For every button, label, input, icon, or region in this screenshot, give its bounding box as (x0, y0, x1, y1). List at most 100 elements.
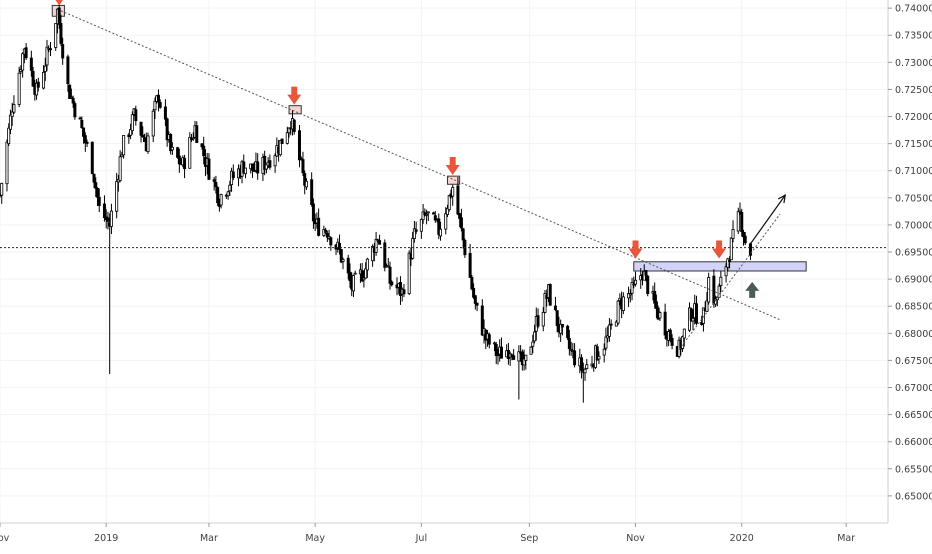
candle-body (494, 344, 498, 357)
candle (115, 172, 119, 219)
candle (10, 102, 14, 127)
candle-body (304, 180, 308, 188)
candle (163, 99, 167, 127)
candle-body (522, 358, 526, 366)
candle (468, 243, 472, 278)
candle (188, 132, 192, 169)
candle-body (567, 338, 571, 349)
candle-body (73, 103, 77, 118)
candle-body (120, 154, 124, 158)
y-tick-label: 0.71000 (895, 166, 932, 177)
candle (216, 186, 220, 206)
candle (609, 319, 613, 330)
candle-body (606, 335, 610, 339)
candle-body (371, 245, 375, 262)
candle-body (728, 260, 732, 262)
candle-body (553, 305, 557, 311)
candle (102, 195, 106, 222)
candle-body (566, 325, 570, 339)
candle (499, 337, 503, 359)
candle-body (642, 270, 646, 281)
candle-body (743, 235, 747, 244)
candle-body (682, 328, 686, 339)
candle (439, 221, 443, 241)
candle-body (256, 161, 260, 174)
candle (21, 52, 25, 78)
candle (120, 151, 124, 158)
candle (311, 198, 315, 229)
highlight-zone (446, 175, 461, 185)
candle (614, 320, 618, 327)
candle-body (520, 351, 524, 366)
candle (244, 167, 248, 179)
candle (616, 300, 620, 326)
candle (348, 263, 352, 288)
candle-body (402, 289, 406, 295)
candle (668, 328, 672, 343)
candle-body (54, 23, 58, 48)
candle-body (219, 194, 223, 206)
candle-body (7, 127, 11, 145)
candle-body (8, 114, 12, 130)
candle-body (663, 311, 667, 336)
candle-body (346, 257, 350, 274)
candle-body (285, 132, 289, 144)
candle-body (134, 109, 138, 122)
candle-body (156, 94, 160, 103)
candle (364, 262, 368, 279)
candle-body (585, 364, 589, 369)
candle (595, 343, 599, 361)
candle-body (191, 137, 195, 140)
candle-body (78, 117, 82, 120)
candle-body (447, 195, 451, 210)
candle (644, 270, 648, 282)
candle (522, 349, 526, 371)
candle (338, 234, 342, 255)
candle-body (59, 22, 63, 44)
candle (83, 132, 87, 152)
candle (691, 309, 695, 331)
candle-body (694, 303, 698, 324)
candle (317, 208, 321, 237)
candle-body (97, 196, 101, 206)
candle (156, 89, 160, 112)
candle-body (353, 272, 357, 275)
candle-body (57, 7, 61, 25)
candle (231, 164, 235, 181)
candle (583, 367, 587, 381)
candle-body (719, 276, 723, 286)
candle-body (338, 243, 342, 250)
candle-body (226, 191, 230, 197)
candle (731, 220, 735, 243)
candle (390, 280, 394, 287)
candle (569, 341, 573, 356)
candle (658, 311, 662, 321)
highlight-zone (288, 105, 302, 115)
candle-body (724, 266, 728, 277)
candle-body (82, 127, 86, 137)
candle (458, 212, 462, 228)
y-tick-label: 0.66000 (895, 437, 932, 448)
candle (536, 308, 540, 329)
candle (339, 248, 343, 264)
y-tick-label: 0.68500 (895, 302, 932, 313)
candle-body (169, 133, 173, 152)
candle-body (614, 321, 618, 327)
candle (324, 227, 328, 234)
candle-body (444, 213, 448, 230)
x-tick-label: Nov (626, 533, 645, 544)
candle (360, 262, 364, 283)
y-tick-label: 0.69500 (895, 248, 932, 259)
candle-body (689, 308, 693, 321)
candle (43, 57, 47, 81)
candle (59, 14, 63, 47)
candle (602, 343, 606, 363)
candle (472, 283, 476, 300)
candle-body (414, 229, 418, 232)
candle (362, 270, 366, 288)
candle (451, 184, 455, 206)
candle-body (390, 281, 394, 286)
y-tick-label: 0.73500 (895, 31, 932, 42)
candle (705, 292, 709, 312)
